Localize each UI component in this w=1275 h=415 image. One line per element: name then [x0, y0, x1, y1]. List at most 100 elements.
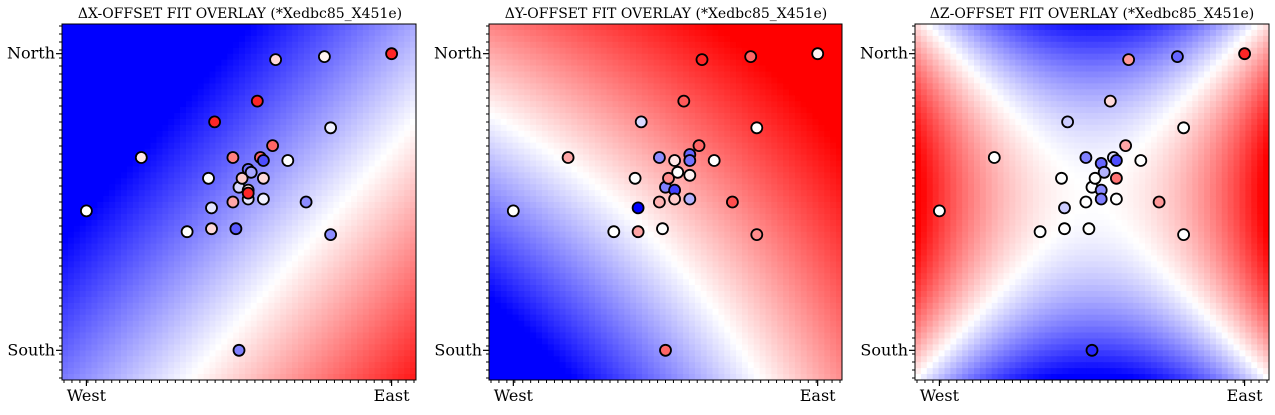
- heatmap-cell: [530, 95, 536, 102]
- heatmap-cell: [589, 160, 595, 167]
- heatmap-cell: [316, 309, 323, 316]
- heatmap-cell: [304, 315, 311, 322]
- heatmap-cell: [548, 131, 554, 138]
- heatmap-cell: [571, 255, 577, 262]
- heatmap-cell: [227, 166, 234, 173]
- heatmap-cell: [548, 309, 554, 316]
- heatmap-cell: [180, 113, 187, 120]
- heatmap-cell: [204, 255, 211, 262]
- heatmap-cell: [518, 214, 524, 221]
- heatmap-cell: [554, 42, 560, 49]
- heatmap-cell: [530, 285, 536, 292]
- heatmap-cell: [595, 321, 601, 328]
- heatmap-cell: [86, 54, 93, 61]
- heatmap-cell: [139, 196, 146, 203]
- heatmap-cell: [489, 238, 495, 245]
- heatmap-cell: [518, 143, 524, 150]
- heatmap-cell: [518, 261, 524, 268]
- heatmap-cell: [530, 344, 536, 351]
- heatmap-cell: [518, 196, 524, 203]
- heatmap-cell: [221, 30, 228, 37]
- heatmap-cell: [151, 66, 158, 73]
- heatmap-cell: [198, 95, 205, 102]
- heatmap-cell: [121, 48, 128, 55]
- heatmap-cell: [524, 368, 530, 375]
- heatmap-cell: [601, 66, 607, 73]
- heatmap-cell: [345, 267, 352, 274]
- heatmap-cell: [274, 232, 281, 239]
- heatmap-cell: [274, 285, 281, 292]
- heatmap-cell: [251, 368, 257, 375]
- heatmap-cell: [345, 291, 352, 298]
- heatmap-cell: [304, 125, 311, 132]
- heatmap-cell: [595, 338, 601, 345]
- heatmap-cell: [333, 356, 340, 363]
- heatmap-cell: [156, 71, 163, 78]
- heatmap-cell: [316, 244, 323, 251]
- heatmap-cell: [363, 303, 370, 310]
- heatmap-cell: [103, 30, 110, 37]
- heatmap-cell: [369, 196, 376, 203]
- heatmap-cell: [381, 261, 388, 268]
- heatmap-cell: [198, 261, 205, 268]
- heatmap-cell: [583, 267, 589, 274]
- heatmap-cell: [62, 24, 69, 31]
- heatmap-cell: [174, 60, 181, 67]
- heatmap-cell: [192, 327, 199, 334]
- heatmap-cell: [269, 327, 276, 334]
- heatmap-cell: [121, 166, 128, 173]
- heatmap-cell: [507, 184, 513, 191]
- heatmap-cell: [339, 71, 346, 78]
- heatmap-cell: [357, 333, 364, 340]
- heatmap-cell: [513, 255, 519, 262]
- heatmap-cell: [92, 261, 99, 268]
- heatmap-cell: [109, 184, 116, 191]
- heatmap-cell: [92, 303, 99, 310]
- heatmap-cell: [109, 368, 116, 375]
- heatmap-cell: [192, 131, 199, 138]
- heatmap-cell: [109, 89, 116, 96]
- heatmap-cell: [274, 113, 281, 120]
- heatmap-cell: [227, 279, 234, 286]
- heatmap-cell: [286, 178, 293, 185]
- heatmap-cell: [180, 166, 187, 173]
- heatmap-cell: [607, 309, 613, 316]
- heatmap-cell: [162, 131, 169, 138]
- heatmap-cell: [571, 101, 577, 108]
- heatmap-cell: [530, 125, 536, 132]
- heatmap-cell: [310, 184, 317, 191]
- heatmap-cell: [103, 172, 110, 179]
- scatter-point: [386, 48, 397, 59]
- heatmap-cell: [145, 291, 152, 298]
- heatmap-cell: [577, 244, 583, 251]
- heatmap-cell: [513, 273, 519, 280]
- heatmap-cell: [221, 125, 228, 132]
- heatmap-cell: [97, 60, 104, 67]
- heatmap-cell: [92, 291, 99, 298]
- heatmap-cell: [215, 333, 222, 340]
- heatmap-cell: [298, 309, 305, 316]
- heatmap-cell: [204, 249, 211, 256]
- heatmap-cell: [121, 149, 128, 156]
- heatmap-cell: [298, 149, 305, 156]
- heatmap-cell: [298, 119, 305, 126]
- heatmap-cell: [115, 36, 122, 43]
- heatmap-cell: [328, 95, 335, 102]
- heatmap-cell: [565, 60, 571, 67]
- heatmap-cell: [398, 273, 405, 280]
- heatmap-cell: [495, 214, 501, 221]
- heatmap-cell: [97, 24, 104, 31]
- heatmap-cell: [310, 338, 317, 345]
- heatmap-cell: [548, 315, 554, 322]
- heatmap-cell: [513, 172, 519, 179]
- heatmap-cell: [103, 155, 110, 162]
- heatmap-cell: [204, 261, 211, 268]
- heatmap-cell: [595, 101, 601, 108]
- heatmap-cell: [507, 125, 513, 132]
- heatmap-cell: [280, 309, 287, 316]
- heatmap-cell: [345, 36, 352, 43]
- heatmap-cell: [97, 315, 104, 322]
- heatmap-cell: [156, 95, 163, 102]
- heatmap-cell: [339, 226, 346, 233]
- heatmap-cell: [571, 66, 577, 73]
